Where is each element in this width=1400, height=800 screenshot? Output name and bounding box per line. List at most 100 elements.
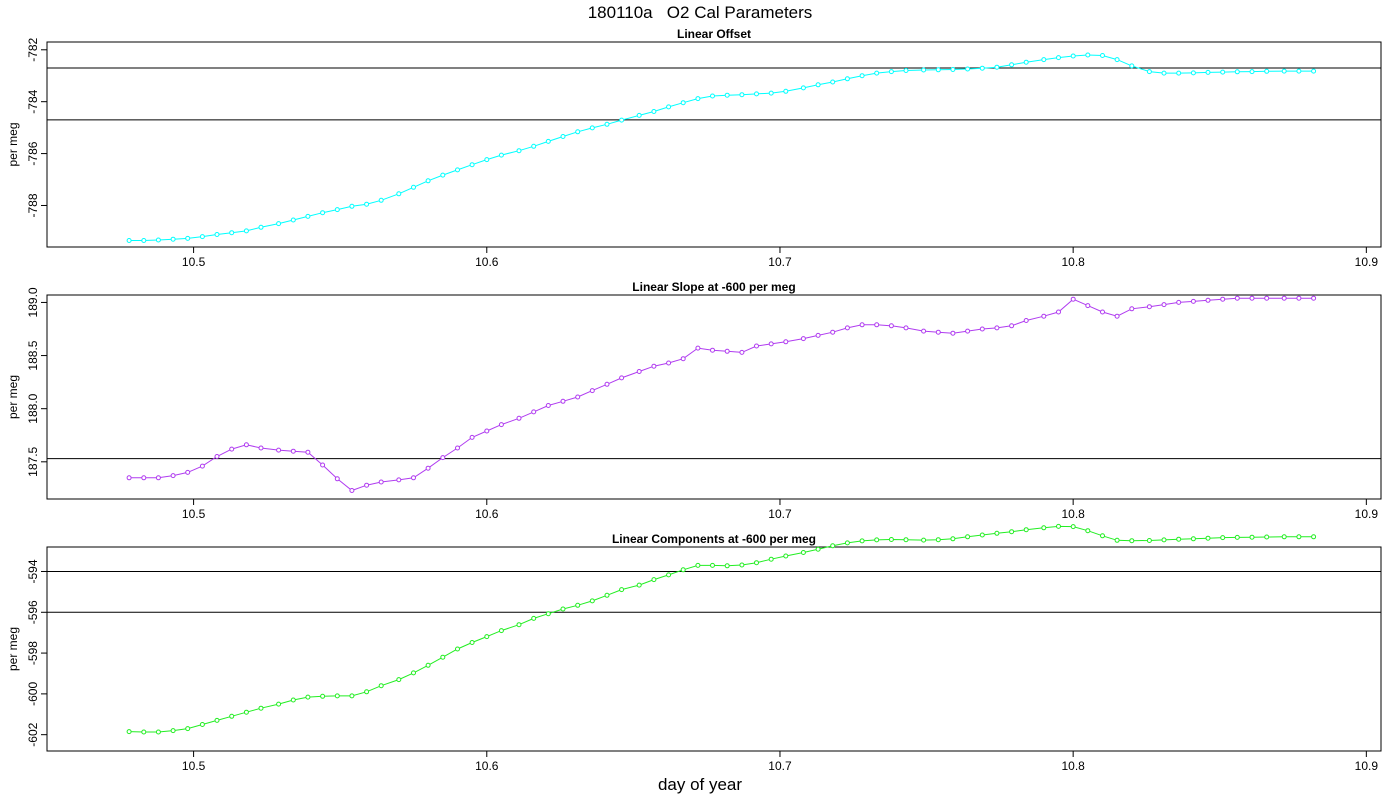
data-point	[170, 236, 176, 242]
data-point	[364, 201, 370, 207]
data-point	[994, 530, 1000, 536]
data-point	[290, 697, 296, 703]
data-point	[1041, 525, 1047, 531]
data-point	[575, 394, 581, 400]
data-point	[320, 693, 326, 699]
data-point	[921, 67, 927, 73]
x-tick-label: 10.7	[768, 255, 792, 269]
data-point	[1176, 536, 1182, 542]
data-point	[378, 683, 384, 689]
data-point	[1056, 55, 1061, 61]
x-tick-label: 10.5	[182, 255, 206, 269]
data-point	[888, 537, 894, 542]
data-point	[1281, 534, 1287, 540]
data-point	[155, 729, 161, 735]
x-tick-label: 10.8	[1061, 255, 1085, 269]
data-point	[739, 349, 745, 355]
data-point	[1234, 534, 1240, 540]
data-point	[666, 360, 672, 366]
y-tick-label: 189.0	[26, 287, 40, 317]
data-point	[1264, 68, 1270, 74]
data-point	[783, 88, 789, 94]
data-point	[214, 717, 220, 723]
data-point	[965, 328, 971, 334]
data-point	[724, 348, 730, 354]
data-point	[516, 148, 522, 154]
x-tick-label: 10.5	[182, 507, 206, 521]
data-point	[844, 325, 850, 331]
data-point	[859, 73, 865, 79]
y-tick-label: -596	[26, 600, 40, 624]
data-point	[636, 112, 642, 118]
data-point	[1161, 70, 1167, 76]
data-point	[243, 228, 249, 234]
y-tick-label: -786	[26, 141, 40, 165]
data-point	[636, 582, 642, 588]
data-point	[888, 323, 894, 329]
y-tick-label: -782	[26, 37, 40, 61]
data-point	[276, 701, 282, 707]
data-point	[604, 121, 610, 127]
data-point	[411, 475, 416, 481]
data-point	[320, 462, 326, 468]
data-point	[305, 694, 311, 700]
data-point	[903, 537, 909, 543]
data-point	[1100, 533, 1105, 539]
data-point	[680, 100, 686, 106]
data-point	[651, 109, 657, 114]
data-point	[830, 543, 836, 549]
y-axis-label: per meg	[6, 627, 20, 671]
data-point	[950, 67, 956, 72]
data-point	[440, 654, 446, 660]
data-point	[276, 447, 282, 453]
data-point	[229, 446, 235, 452]
data-point	[214, 454, 220, 459]
data-point	[1296, 68, 1302, 74]
data-point	[1146, 538, 1152, 543]
plot-frame	[46, 41, 1382, 248]
data-point	[170, 728, 176, 734]
data-point	[378, 479, 384, 485]
data-point	[651, 363, 657, 369]
data-point	[965, 66, 971, 72]
y-tick-label: 187.5	[26, 446, 40, 476]
data-point	[141, 238, 147, 243]
series-line	[129, 54, 1314, 241]
data-point	[411, 670, 416, 676]
data-point	[1070, 296, 1076, 302]
data-point	[1023, 527, 1029, 533]
data-point	[859, 538, 865, 544]
data-point	[243, 442, 249, 448]
data-point	[1129, 306, 1135, 312]
data-point	[1264, 295, 1270, 301]
data-point	[1041, 313, 1047, 319]
data-point	[903, 325, 909, 331]
data-point	[1023, 59, 1029, 65]
x-tick-label: 10.6	[475, 759, 499, 773]
data-point	[1190, 536, 1196, 542]
data-point	[666, 104, 672, 110]
data-point	[1085, 303, 1091, 309]
data-point	[531, 143, 537, 149]
data-point	[1249, 69, 1255, 75]
data-point	[950, 536, 956, 542]
data-point	[469, 434, 475, 440]
data-point	[1249, 295, 1255, 301]
plot-frame	[46, 294, 1382, 500]
data-point	[411, 184, 416, 190]
data-point	[141, 475, 147, 481]
data-point	[1129, 538, 1135, 544]
data-point	[258, 705, 264, 711]
data-point	[724, 92, 730, 98]
data-point	[1056, 309, 1061, 315]
x-axis-title: day of year	[657, 775, 743, 794]
x-tick-label: 10.7	[768, 759, 792, 773]
data-point	[636, 369, 642, 374]
data-point	[484, 157, 490, 163]
data-point	[170, 473, 176, 479]
data-point	[214, 232, 220, 237]
data-point	[305, 213, 311, 219]
data-point	[1249, 534, 1255, 540]
data-point	[1114, 57, 1120, 63]
plot-frame	[46, 546, 1382, 752]
